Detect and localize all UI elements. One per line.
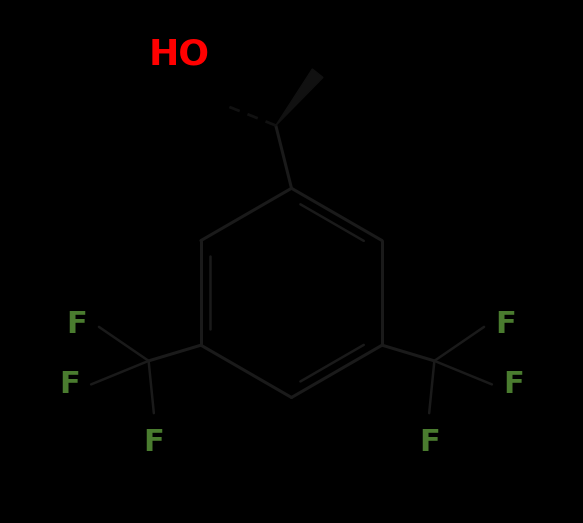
Text: F: F (504, 370, 524, 399)
Text: F: F (59, 370, 79, 399)
Text: F: F (419, 428, 440, 457)
Text: F: F (66, 310, 87, 339)
Polygon shape (276, 69, 323, 126)
Text: HO: HO (149, 38, 210, 72)
Text: F: F (496, 310, 517, 339)
Text: F: F (143, 428, 164, 457)
